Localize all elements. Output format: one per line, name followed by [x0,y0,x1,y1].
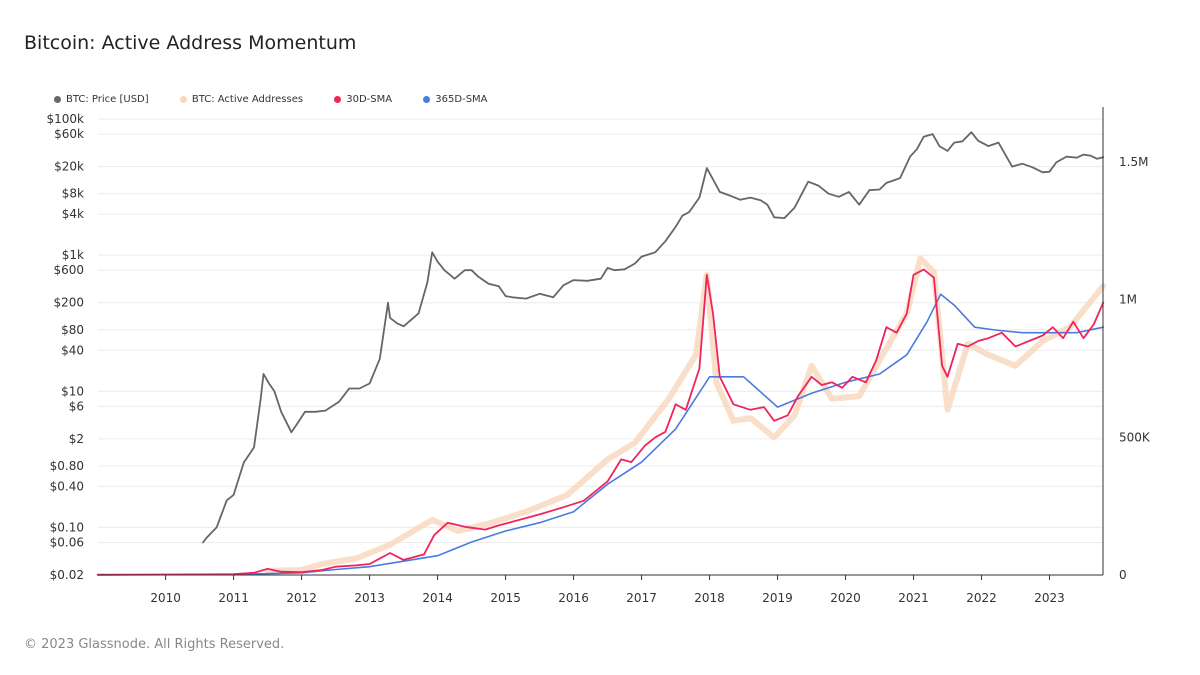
y-left-tick-label: $1k [62,248,84,262]
legend: BTC: Price [USD] BTC: Active Addresses 3… [54,94,516,106]
legend-dot-365d-sma [423,96,431,103]
legend-dot-30d-sma [334,96,342,103]
legend-label-price: BTC: Price [USD] [66,94,149,105]
x-tick-label: 2014 [422,591,453,605]
y-left-tick-label: $20k [54,160,84,174]
x-tick-label: 2013 [354,591,385,605]
legend-dot-price [54,96,61,103]
x-tick-label: 2020 [830,591,861,605]
x-tick-label: 2016 [558,591,589,605]
price-line [202,131,1105,544]
series-price [202,131,1105,544]
legend-item-30d-sma[interactable]: 30D-SMA [334,94,392,105]
series-365d-sma [96,293,1105,576]
legend-dot-active-addresses [179,96,187,103]
y-left-tick-label: $80 [61,323,84,337]
sma-365d-line [96,293,1105,576]
gridlines [98,118,1103,576]
y-left-tick-label: $100k [47,112,85,126]
y-right-tick-label: 1M [1119,293,1137,307]
x-tick-label: 2022 [966,591,997,605]
legend-label-active-addresses: BTC: Active Addresses [191,94,304,105]
y-left-tick-label: $40 [61,343,84,357]
sma-30d-line [96,268,1105,576]
y-left-tick-label: $60k [54,127,84,141]
x-tick-label: 2021 [898,591,929,605]
legend-item-price[interactable]: BTC: Price [USD] [54,94,149,105]
y-left-tick-label: $2 [69,432,84,446]
copyright-footer: © 2023 Glassnode. All Rights Reserved. [24,637,285,652]
y-left-tick-label: $200 [53,296,84,310]
legend-item-active-addresses[interactable]: BTC: Active Addresses [179,94,304,105]
x-tick-label: 2017 [626,591,657,605]
x-tick-label: 2012 [286,591,317,605]
x-tick-label: 2010 [150,591,181,605]
y-left-tick-label: $0.80 [50,459,84,473]
x-tick-label: 2018 [694,591,725,605]
y-left-tick-label: $8k [62,187,84,201]
axes [98,107,1104,576]
y-left-tick-label: $0.10 [50,520,84,534]
y-left-tick-label: $600 [53,263,84,277]
y-right-tick-label: 500K [1119,430,1151,444]
y-left-tick-label: $10 [61,384,84,398]
x-tick-label: 2019 [762,591,793,605]
x-axis-ticks: 2010 2011 2012 2013 2014 2015 2016 2017 2018 2019… [150,575,1065,605]
chart-title: Bitcoin: Active Address Momentum [24,32,357,54]
y-left-tick-label: $0.02 [50,568,84,582]
y-right-tick-label: 1.5M [1119,155,1148,169]
y-axis-left-ticks: $100k$60k$20k$8k$4k$1k$600$200$80$40$10$… [47,112,85,582]
legend-label-30d-sma: 30D-SMA [346,94,393,105]
x-tick-label: 2011 [218,591,249,605]
x-tick-label: 2023 [1034,591,1065,605]
y-right-tick-label: 0 [1119,568,1127,582]
y-left-tick-label: $4k [62,207,84,221]
y-left-tick-label: $0.06 [50,536,84,550]
legend-label-365d-sma: 365D-SMA [435,94,488,105]
x-tick-label: 2015 [490,591,521,605]
legend-item-365d-sma[interactable]: 365D-SMA [423,94,488,105]
series-30d-sma [96,268,1105,576]
y-left-tick-label: $0.40 [50,479,84,493]
y-left-tick-label: $6 [69,399,84,413]
y-axis-right-ticks: 0 500K 1M 1.5M [1119,155,1151,582]
